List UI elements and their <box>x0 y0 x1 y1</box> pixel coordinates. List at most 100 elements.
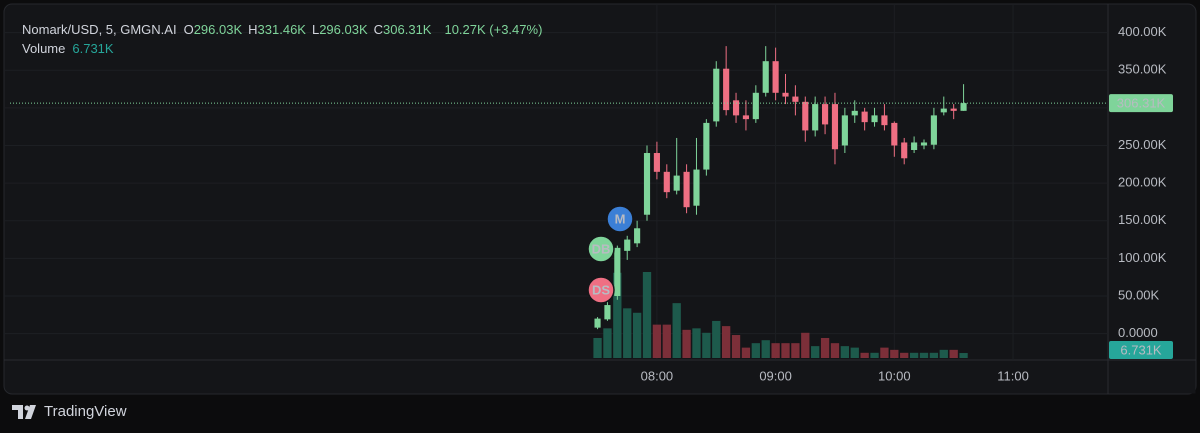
volume-tag-label: 6.731K <box>1120 342 1162 357</box>
x-tick-label: 08:00 <box>641 368 674 383</box>
y-tick-label: 0.0000 <box>1118 325 1158 340</box>
volume-bar <box>652 324 662 358</box>
brand: TradingView <box>12 403 127 420</box>
last-price-label: 306.31K <box>1117 96 1166 111</box>
volume-bar <box>850 347 859 358</box>
candle-body <box>723 68 730 111</box>
volume-bar <box>959 353 968 358</box>
y-tick-label: 250.00K <box>1118 137 1167 152</box>
candle-body <box>812 104 819 131</box>
y-tick-label: 350.00K <box>1118 62 1167 77</box>
marker-label: DB <box>592 241 611 256</box>
candle-body <box>742 115 750 120</box>
candle-body <box>624 239 631 251</box>
volume-bar <box>702 332 711 358</box>
candle-body <box>891 122 898 146</box>
volume-tag <box>1109 341 1173 359</box>
volume-bar <box>761 340 770 358</box>
volume-bar <box>672 303 681 358</box>
volume-bar <box>692 328 701 358</box>
candle-body <box>930 115 937 145</box>
candle-body <box>732 100 740 116</box>
volume-value: 6.731K <box>72 41 114 56</box>
volume-bar <box>751 343 760 358</box>
ohlc-item: H331.46K <box>248 22 306 37</box>
candle-body <box>703 122 710 170</box>
x-tick-label: 10:00 <box>878 368 911 383</box>
candle-body <box>920 142 928 146</box>
ohlc-key: C <box>373 22 384 37</box>
candle-body <box>594 318 601 328</box>
symbol: Nomark/USD, 5, GMGN.AI <box>22 22 177 37</box>
candle-body <box>831 104 839 150</box>
volume-bar <box>593 337 602 358</box>
candle-body <box>604 305 611 320</box>
price-axis-bg <box>1108 360 1196 394</box>
ohlc-key: H <box>248 22 258 37</box>
volume-bar <box>811 346 820 358</box>
volume-bar <box>870 352 879 358</box>
volume-bar <box>781 343 790 358</box>
ohlc-item: O296.03K <box>184 22 243 37</box>
candle-body <box>653 153 660 172</box>
marker-label: M <box>615 211 626 226</box>
candle-body <box>792 96 799 102</box>
volume-bar <box>712 320 721 358</box>
candle-body <box>841 115 848 146</box>
y-tick-label: 200.00K <box>1118 175 1167 190</box>
volume-bar <box>860 352 869 358</box>
volume-bar <box>613 272 622 358</box>
ohlc-value: 306.31K <box>383 22 432 37</box>
volume-bar <box>820 337 830 358</box>
volume-bar <box>909 352 919 358</box>
volume-bar <box>840 346 850 358</box>
candle-body <box>614 247 621 297</box>
candle-body <box>861 111 868 123</box>
candle-body <box>940 108 947 113</box>
volume-bar <box>791 343 800 358</box>
ohlc-key: O <box>183 22 194 37</box>
ohlc-key: L <box>311 22 320 37</box>
y-tick-label: 400.00K <box>1118 24 1167 39</box>
marker <box>587 235 615 263</box>
volume-bar <box>603 328 612 358</box>
volume-bar <box>900 352 909 358</box>
x-tick-label: 11:00 <box>997 368 1029 383</box>
volume-bar <box>880 347 889 358</box>
candle-body <box>911 142 918 150</box>
candle-body <box>960 103 967 111</box>
candle-body <box>802 101 809 131</box>
volume-bar <box>623 308 632 358</box>
candle-body <box>663 171 670 193</box>
ohlc-value: 296.03K <box>193 22 243 37</box>
volume-bar <box>771 343 780 358</box>
y-tick-label: 150.00K <box>1118 212 1167 227</box>
candle-body <box>643 153 651 215</box>
marker <box>606 205 634 233</box>
legend-row: Nomark/USD, 5, GMGN.AI O296.03K H331.46K L2… <box>22 22 549 37</box>
candle-body <box>693 169 700 206</box>
volume-bar <box>632 312 642 358</box>
volume-bar <box>801 332 810 358</box>
candle-body <box>822 104 829 125</box>
volume-bar <box>919 352 929 358</box>
candle-body <box>851 110 858 116</box>
candle-body <box>772 61 779 93</box>
ohlc-item: L296.03K <box>312 22 368 37</box>
volume-bar <box>642 272 652 358</box>
candle-body <box>683 171 690 208</box>
candle-body <box>871 115 878 123</box>
panel <box>3 3 1197 395</box>
candle-body <box>673 175 680 191</box>
y-tick-label: 100.00K <box>1118 250 1167 265</box>
candle-body <box>950 108 957 111</box>
candle-body <box>634 228 641 244</box>
x-tick-label: 09:00 <box>759 368 792 383</box>
marker-label: DS <box>592 282 610 297</box>
volume-bar <box>741 347 751 358</box>
volume-bar <box>721 326 731 358</box>
last-price-tag <box>1109 94 1173 113</box>
candle-body <box>782 92 789 97</box>
ohlc-value: 296.03K <box>319 22 368 37</box>
